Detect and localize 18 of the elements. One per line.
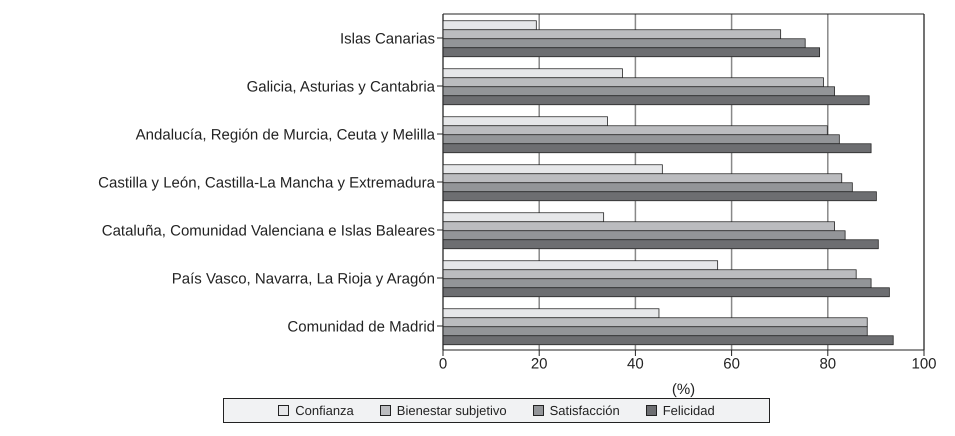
y-tick-label: Galicia, Asturias y Cantabria (246, 78, 436, 96)
y-tick-label: Cataluña, Comunidad Valenciana e Islas Baleares (102, 222, 435, 240)
legend-label: Confianza (294, 403, 354, 418)
x-tick-label: 60 (723, 356, 740, 373)
x-tick-label: 80 (819, 356, 836, 373)
legend-label: Satisfacción (548, 403, 620, 418)
x-tick-label: 0 (438, 356, 448, 373)
y-tick-label: Comunidad de Madrid (287, 318, 435, 336)
y-tick-label: Islas Canarias (340, 30, 435, 48)
y-tick-label: Castilla y León, Castilla-La Mancha y Extremadura (98, 174, 436, 192)
x-axis-title: (%) (672, 381, 696, 398)
x-tick-label: 20 (530, 356, 548, 373)
legend-label: Bienestar subjetivo (396, 403, 507, 418)
legend-label: Felicidad (662, 403, 715, 418)
x-tick-label: 100 (911, 356, 937, 373)
y-tick-label: País Vasco, Navarra, La Rioja y Aragón (172, 270, 435, 288)
x-tick-label: 40 (627, 356, 644, 373)
y-tick-label: Andalucía, Región de Murcia, Ceuta y Melilla (136, 126, 436, 144)
